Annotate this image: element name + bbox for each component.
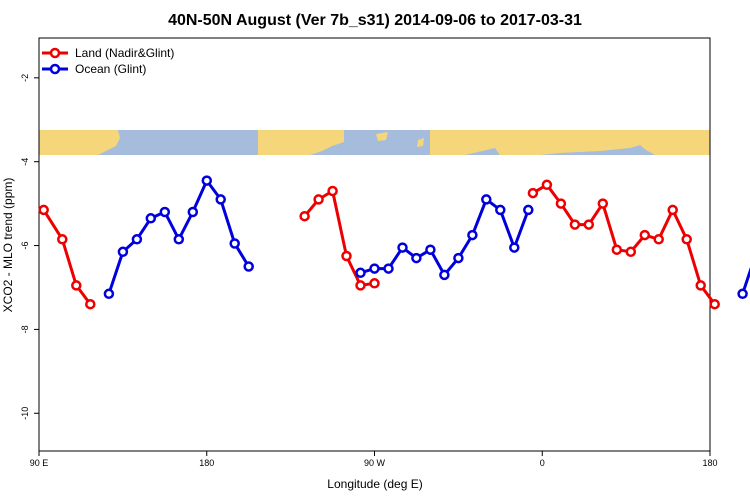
map-land-islands [376, 132, 424, 147]
y-tick-label: -10 [20, 407, 30, 420]
data-point [131, 234, 143, 245]
data-point [117, 246, 129, 258]
data-point [439, 269, 450, 281]
series-line [741, 266, 750, 295]
data-point [299, 210, 310, 222]
data-point [583, 219, 595, 230]
map-land-europe-asia [430, 130, 710, 155]
data-point [639, 229, 651, 241]
series-land [38, 179, 720, 310]
y-tick-label: -8 [20, 325, 30, 333]
data-point [103, 288, 115, 300]
data-point [85, 298, 96, 310]
x-tick-label: 90 W [364, 458, 386, 468]
data-point [369, 263, 380, 274]
data-point [355, 267, 366, 279]
series-layer [38, 175, 750, 310]
data-point [453, 252, 464, 264]
series-line [42, 209, 92, 306]
data-point [695, 280, 706, 291]
x-axis-label: Longitude (deg E) [327, 477, 422, 491]
data-point [709, 298, 720, 310]
legend-ocean-label: Ocean (Glint) [75, 62, 146, 76]
legend: Land (Nadir&Glint) Ocean (Glint) [42, 46, 174, 76]
data-point [737, 288, 748, 300]
data-point [201, 175, 213, 186]
y-tick-label: -4 [20, 158, 30, 166]
data-point [509, 242, 520, 253]
data-point [625, 246, 637, 258]
data-point [243, 261, 254, 272]
data-point [57, 234, 68, 245]
data-point [597, 198, 609, 209]
data-point [313, 194, 324, 205]
data-point [523, 204, 534, 216]
data-point [611, 244, 623, 255]
y-tick-label: -2 [20, 74, 30, 82]
data-point [569, 219, 581, 230]
legend-ocean-marker [49, 63, 61, 75]
data-point [527, 187, 539, 199]
x-axis: 90 E 180 90 W 0 180 [30, 451, 718, 468]
y-axis-label: XCO2 - MLO trend (ppm) [1, 178, 15, 313]
data-point [397, 242, 408, 253]
data-point [555, 198, 567, 209]
data-point [681, 234, 692, 245]
data-point [383, 263, 394, 274]
data-point [229, 238, 240, 249]
data-point [425, 244, 436, 255]
x-tick-label: 180 [199, 458, 214, 468]
data-point [653, 234, 664, 245]
data-point [327, 185, 338, 197]
plot-frame [38, 37, 711, 452]
map-land-north-america [258, 130, 344, 155]
data-point [38, 204, 49, 216]
data-point [369, 278, 380, 289]
data-point [667, 204, 678, 216]
legend-land-marker [49, 47, 61, 59]
y-axis: -2 -4 -6 -8 -10 [20, 74, 39, 420]
data-point [495, 204, 506, 216]
map-land-eurasia [39, 130, 120, 155]
data-point [159, 206, 171, 218]
data-point [411, 252, 422, 264]
data-point [145, 213, 157, 224]
data-point [467, 229, 478, 241]
data-point [481, 194, 492, 205]
x-tick-label: 0 [540, 458, 545, 468]
x-tick-label: 180 [702, 458, 717, 468]
data-point [173, 234, 185, 245]
series-ocean [103, 175, 750, 300]
data-point [187, 206, 199, 218]
legend-land-label: Land (Nadir&Glint) [75, 46, 174, 60]
chart-title: 40N-50N August (Ver 7b_s31) 2014-09-06 t… [168, 12, 582, 29]
data-point [355, 280, 366, 291]
data-point [341, 250, 352, 262]
data-point [541, 179, 553, 191]
data-point [215, 194, 226, 205]
y-tick-label: -6 [20, 242, 30, 250]
world-map-strip [39, 130, 710, 155]
x-tick-label: 90 E [30, 458, 49, 468]
data-point [71, 280, 82, 291]
